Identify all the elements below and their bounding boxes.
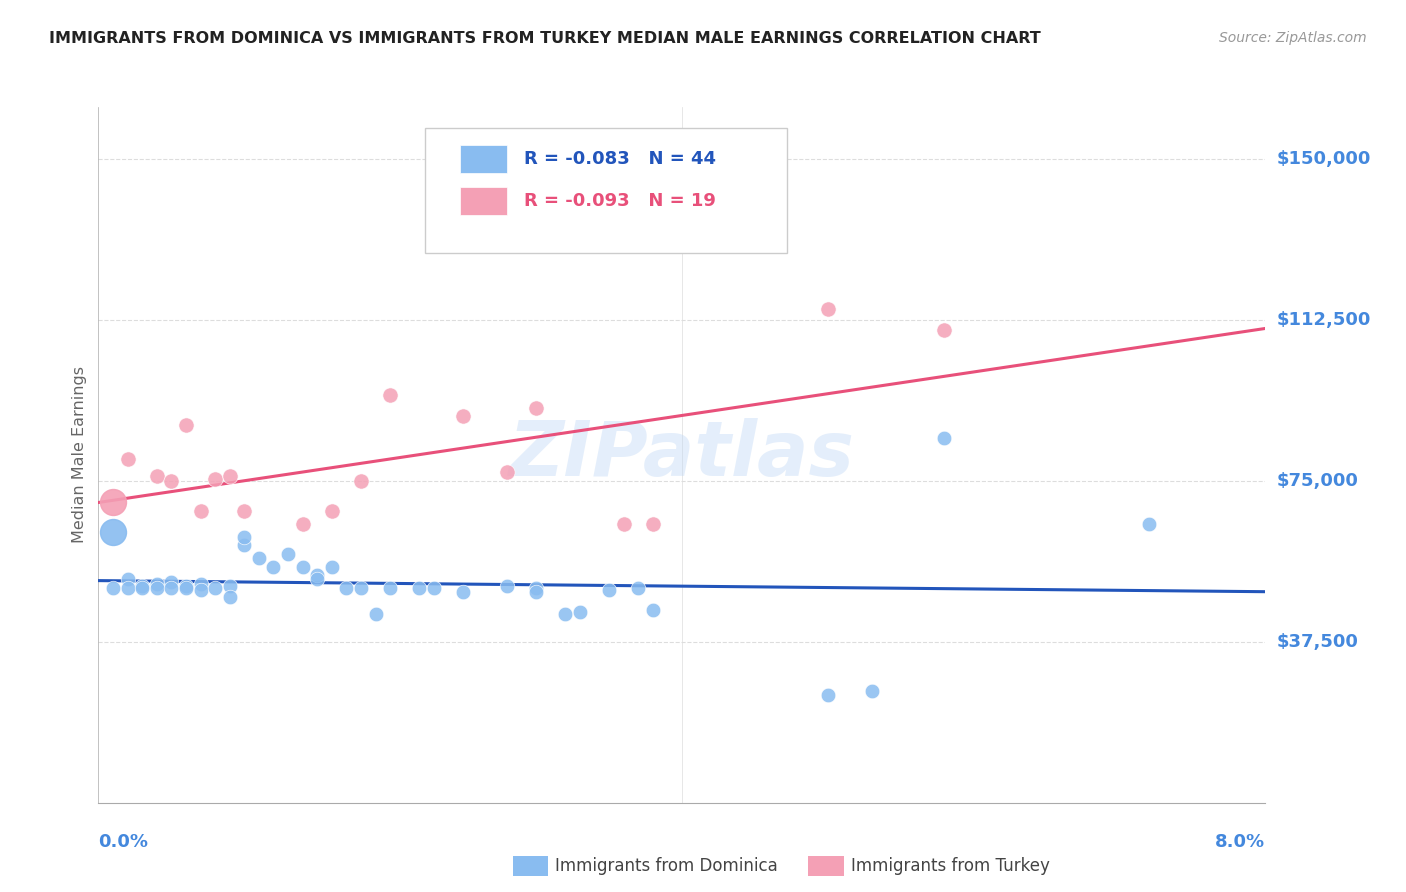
Text: Source: ZipAtlas.com: Source: ZipAtlas.com xyxy=(1219,31,1367,45)
Point xyxy=(321,504,343,518)
Text: IMMIGRANTS FROM DOMINICA VS IMMIGRANTS FROM TURKEY MEDIAN MALE EARNINGS CORRELAT: IMMIGRANTS FROM DOMINICA VS IMMIGRANTS F… xyxy=(49,31,1040,46)
Point xyxy=(190,583,212,598)
Point xyxy=(218,469,240,483)
Point xyxy=(321,559,343,574)
Point xyxy=(291,559,314,574)
Point xyxy=(204,581,226,595)
Y-axis label: Median Male Earnings: Median Male Earnings xyxy=(72,367,87,543)
Point xyxy=(641,602,664,616)
Point xyxy=(598,583,620,598)
Point xyxy=(524,585,547,599)
Point xyxy=(307,568,329,582)
Point xyxy=(641,516,664,531)
Point xyxy=(146,469,169,483)
Text: ZIPatlas: ZIPatlas xyxy=(509,418,855,491)
Point xyxy=(423,581,446,595)
Text: 0.0%: 0.0% xyxy=(98,833,149,851)
FancyBboxPatch shape xyxy=(425,128,787,253)
Point xyxy=(627,581,650,595)
Point xyxy=(817,689,839,703)
Text: 8.0%: 8.0% xyxy=(1215,833,1265,851)
Point xyxy=(378,581,402,595)
Point xyxy=(934,323,956,337)
Text: $37,500: $37,500 xyxy=(1277,632,1358,651)
Point xyxy=(160,474,183,488)
Point xyxy=(117,581,139,595)
Bar xyxy=(460,145,506,173)
Point xyxy=(378,388,402,402)
Point xyxy=(146,581,169,595)
Point xyxy=(247,551,270,566)
Point xyxy=(204,471,226,485)
Point xyxy=(160,574,183,589)
Bar xyxy=(460,187,506,215)
Point xyxy=(496,579,519,593)
Point xyxy=(817,301,839,316)
Point xyxy=(860,684,883,698)
Point xyxy=(364,607,387,621)
Point xyxy=(117,573,139,587)
Point xyxy=(190,504,212,518)
Point xyxy=(101,495,124,509)
Point xyxy=(350,474,373,488)
Point xyxy=(408,581,430,595)
Point xyxy=(131,581,153,595)
Point xyxy=(101,581,124,595)
Point xyxy=(233,538,256,552)
Point xyxy=(218,590,240,604)
Point xyxy=(174,581,197,595)
Point xyxy=(131,579,153,593)
Point xyxy=(218,579,240,593)
Point xyxy=(174,579,197,593)
Point xyxy=(451,409,474,424)
Text: Immigrants from Turkey: Immigrants from Turkey xyxy=(851,857,1049,875)
Point xyxy=(451,585,474,599)
Point xyxy=(496,465,519,479)
Point xyxy=(934,431,956,445)
Point xyxy=(350,581,373,595)
Point xyxy=(554,607,576,621)
Text: $112,500: $112,500 xyxy=(1277,310,1371,328)
Point xyxy=(233,529,256,543)
Point xyxy=(291,516,314,531)
Point xyxy=(117,452,139,467)
Text: R = -0.083   N = 44: R = -0.083 N = 44 xyxy=(524,150,717,169)
Point xyxy=(174,417,197,432)
Point xyxy=(190,576,212,591)
Text: R = -0.093   N = 19: R = -0.093 N = 19 xyxy=(524,192,716,210)
Text: $150,000: $150,000 xyxy=(1277,150,1371,168)
Point xyxy=(307,573,329,587)
Point xyxy=(262,559,284,574)
Point xyxy=(146,576,169,591)
Point xyxy=(277,547,299,561)
Text: Immigrants from Dominica: Immigrants from Dominica xyxy=(555,857,778,875)
Point xyxy=(524,581,547,595)
Point xyxy=(1137,516,1160,531)
Text: $75,000: $75,000 xyxy=(1277,472,1358,490)
Point xyxy=(568,605,591,619)
Point xyxy=(524,401,547,415)
Point xyxy=(233,504,256,518)
Point xyxy=(101,525,124,540)
Point xyxy=(160,581,183,595)
Point xyxy=(612,516,634,531)
Point xyxy=(335,581,357,595)
